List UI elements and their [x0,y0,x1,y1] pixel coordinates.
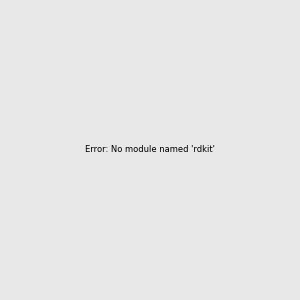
Text: Error: No module named 'rdkit': Error: No module named 'rdkit' [85,146,215,154]
